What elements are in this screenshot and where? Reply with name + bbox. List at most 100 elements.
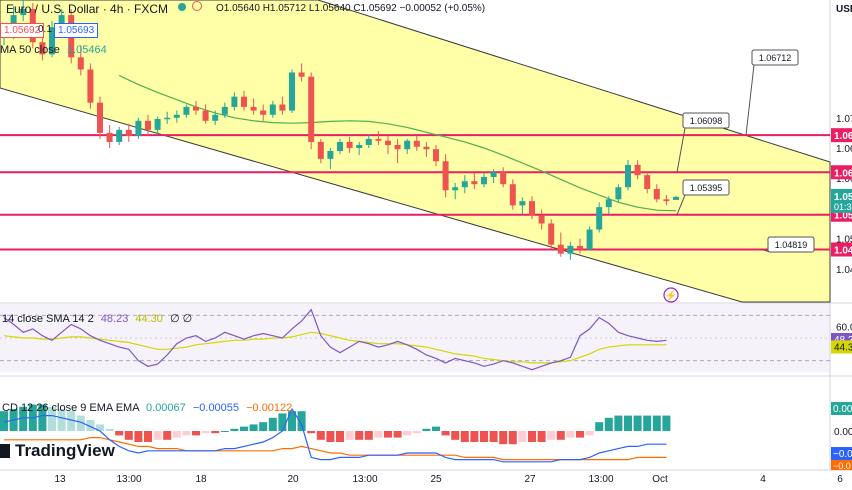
macd-value-badge — [831, 447, 852, 460]
macd-histogram-bar — [288, 411, 296, 431]
last-price-badge — [831, 188, 852, 213]
candle — [673, 195, 679, 200]
macd-histogram-bar — [528, 431, 536, 442]
macd-histogram-bar — [115, 431, 124, 436]
candle-body — [260, 110, 267, 115]
candle — [413, 135, 420, 151]
signal-line — [4, 437, 667, 461]
macd-legend[interactable]: CD 12 26 close 9 EMA EMA 0.00067 −0.0005… — [2, 402, 292, 414]
candle — [509, 179, 516, 210]
macd-histogram-bar — [374, 431, 383, 438]
candle — [519, 197, 526, 215]
alert-icon[interactable] — [192, 1, 203, 11]
candle-body — [557, 244, 564, 254]
candle-body — [77, 57, 84, 70]
sell-button[interactable]: 1.05692 — [0, 23, 45, 38]
candle — [87, 63, 94, 109]
candle — [202, 104, 209, 124]
callout-box — [767, 236, 815, 253]
candle-body — [673, 196, 679, 200]
candle-body — [605, 199, 612, 208]
macd-histogram-bar — [432, 426, 440, 431]
candle — [433, 144, 439, 167]
macd-histogram-bar — [201, 431, 210, 434]
candle — [596, 202, 603, 233]
rsi-legend[interactable]: 14 close SMA 14 2 48.23 44.30 ∅ ∅ — [2, 312, 192, 325]
candle — [106, 125, 113, 148]
candle-body — [375, 138, 382, 141]
candle-body — [423, 146, 430, 150]
candle-body — [433, 149, 439, 162]
candle — [644, 170, 651, 194]
price-tick-label: 1.06 — [836, 174, 852, 185]
macd-histogram-bar — [556, 431, 565, 440]
candle-body — [519, 201, 526, 206]
macd-histogram-bar — [614, 415, 623, 431]
sma-value: 1.05464 — [66, 44, 107, 56]
candle — [663, 195, 670, 206]
candle-body — [106, 132, 113, 142]
candle-body — [116, 129, 123, 142]
candle-body — [327, 151, 334, 159]
macd-histogram-bar — [537, 431, 546, 442]
candle — [605, 196, 612, 215]
candle — [308, 72, 315, 150]
callout-box — [751, 49, 799, 66]
level-badge — [831, 165, 852, 180]
candle — [49, 21, 55, 58]
time-tick-label: 20 — [287, 474, 299, 485]
macd-histogram-bar — [48, 406, 56, 431]
rsi-line — [3, 308, 667, 371]
candle-body — [442, 161, 449, 191]
macd-histogram-bar — [384, 431, 392, 438]
candle — [615, 184, 622, 203]
time-tick-label: Oct — [652, 474, 668, 485]
macd-histogram-bar — [566, 431, 575, 438]
macd-histogram-bar — [633, 415, 642, 431]
callout-box — [682, 112, 730, 129]
candle-body — [231, 96, 238, 107]
macd-histogram-bar — [182, 431, 191, 436]
tradingview-logo[interactable]: TradingView — [0, 441, 115, 461]
level-badge — [831, 128, 852, 143]
macd-histogram-bar — [403, 431, 412, 436]
buy-button[interactable]: 1.05693 — [54, 23, 99, 38]
macd-histogram-bar — [192, 431, 200, 436]
macd-histogram-bar — [652, 415, 661, 431]
macd-histogram-bar — [336, 431, 344, 442]
rsi-value-2: 44.30 — [135, 313, 163, 325]
sma-legend[interactable]: MA 50 close 1.05464 — [0, 44, 107, 56]
candle — [183, 104, 190, 118]
candle-body — [20, 9, 27, 16]
macd-histogram-bar — [230, 428, 239, 431]
candle — [193, 100, 199, 115]
candle-body — [145, 120, 151, 130]
candle-body — [289, 72, 295, 111]
ohlc-values: O1.05640 H1.05712 L1.05640 C1.05692 −0.0… — [216, 3, 486, 14]
candle-body — [250, 106, 257, 111]
candle-body — [365, 138, 372, 145]
candle-body — [202, 110, 209, 121]
candle — [442, 154, 449, 198]
macd-label: CD 12 26 close 9 EMA EMA — [2, 402, 139, 414]
candle-body — [596, 207, 603, 230]
tradingview-logo-icon — [0, 444, 10, 458]
flash-icon-glyph: ⚡ — [665, 289, 677, 302]
candle-body — [490, 172, 497, 177]
macd-histogram-bar — [19, 406, 28, 431]
candle — [260, 104, 267, 121]
macd-line — [3, 407, 667, 463]
candle — [375, 131, 382, 145]
candle — [356, 141, 363, 156]
symbol-title[interactable]: Euro / U.S. Dollar · 4h · FXCM — [6, 2, 169, 16]
macd-histogram-bar — [412, 431, 421, 434]
macd-histogram-bar — [499, 431, 508, 445]
market-open-icon — [178, 3, 186, 11]
candle — [317, 138, 324, 164]
candle-body — [87, 69, 94, 103]
candle-body — [183, 106, 190, 115]
candle-body — [49, 27, 55, 55]
candle-body — [193, 106, 199, 111]
candle-body — [663, 199, 670, 202]
